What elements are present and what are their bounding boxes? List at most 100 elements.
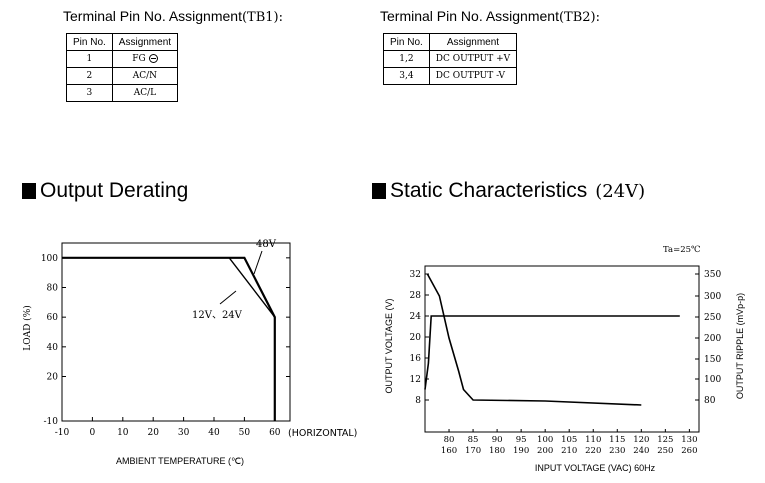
x-tick-label-top: 125	[657, 435, 673, 445]
y-left-tick-label: 24	[410, 312, 422, 322]
bullet-square-icon	[22, 183, 36, 199]
y-tick-label: 60	[47, 313, 59, 323]
tb1-title-code: (TB1):	[241, 10, 283, 25]
tb1-title: Terminal Pin No. Assignment(TB1):	[63, 8, 283, 25]
y-right-tick-label: 200	[704, 334, 721, 344]
table-row: 3,4 DC OUTPUT -V	[383, 67, 518, 85]
y-tick-label: -10	[44, 417, 59, 427]
x-tick-label: 60	[269, 428, 281, 438]
x-tick-label: 0	[90, 428, 96, 438]
x-tick-label-top: 80	[444, 435, 455, 445]
y-right-tick-label: 80	[704, 396, 716, 406]
ground-icon	[148, 54, 158, 63]
x-tick-label-top: 110	[585, 435, 601, 445]
column-header: Pin No.	[383, 33, 430, 51]
x-tick-label: 10	[117, 428, 129, 438]
series-line-12v-24v	[62, 257, 276, 318]
output-voltage-line	[424, 315, 680, 390]
y-left-tick-label: 28	[410, 291, 422, 301]
y-left-tick-label: 16	[410, 354, 422, 364]
x-axis-label: AMBIENT TEMPERATURE (℃)	[116, 456, 244, 466]
tb1-title-text: Terminal Pin No. Assignment	[63, 8, 242, 24]
x-tick-label-bottom: 230	[609, 446, 625, 456]
output-derating-title: Output Derating	[40, 179, 189, 202]
x-tick-label-bottom: 250	[657, 446, 673, 456]
y-tick-label: 80	[47, 284, 59, 294]
y-axis-label: LOAD (%)	[22, 305, 33, 351]
y-left-tick-label: 8	[415, 396, 421, 406]
y-right-tick-label: 300	[704, 292, 721, 302]
label-pointer-12v-24v	[219, 290, 237, 305]
x-tick-label-bottom: 160	[441, 446, 457, 456]
plot-frame	[61, 242, 291, 422]
x-tick-label: 40	[208, 428, 220, 438]
x-tick-label-top: 90	[492, 435, 503, 445]
x-tick-label-bottom: 260	[681, 446, 697, 456]
y-right-tick-label: 100	[704, 375, 721, 385]
table-header-row: Pin No. Assignment	[383, 33, 518, 51]
y-right-tick-label: 150	[704, 355, 721, 365]
table-row: 1 FG	[66, 50, 179, 68]
series-label-12v-24v: 12V、24V	[192, 310, 243, 321]
y-tick-label: 40	[47, 343, 59, 353]
output-ripple-line	[426, 273, 642, 406]
static-characteristics-subtitle: (24V)	[595, 180, 646, 202]
y-left-tick-label: 12	[410, 375, 421, 385]
ambient-annotation: Ta=25℃	[663, 245, 701, 255]
y-left-tick-label: 32	[410, 270, 421, 280]
pin-cell: 1	[66, 50, 113, 68]
table-row: 3 AC/L	[66, 84, 179, 102]
x-tick-label-top: 105	[561, 435, 577, 445]
tb2-table: Pin No. Assignment 1,2 DC OUTPUT +V 3,4 …	[383, 33, 518, 85]
static-characteristics-heading: Static Characteristics (24V)	[372, 179, 645, 203]
x-tick-label: -10	[55, 428, 70, 438]
x-tick-label-top: 95	[516, 435, 527, 445]
x-tick-label: 50	[239, 428, 251, 438]
x-tick-label: 20	[147, 428, 159, 438]
x-tick-label-bottom: 190	[513, 446, 529, 456]
x-tick-label: 30	[178, 428, 190, 438]
tb2-title-code: (TB2):	[558, 10, 600, 25]
assignment-cell: DC OUTPUT -V	[428, 67, 518, 85]
assignment-cell: FG	[111, 50, 179, 68]
assignment-cell: AC/N	[111, 67, 179, 85]
x-tick-label-top: 120	[633, 435, 649, 445]
x-tick-label-bottom: 240	[633, 446, 649, 456]
y-right-tick-label: 350	[704, 270, 721, 280]
pin-cell: 2	[66, 67, 113, 85]
assignment-cell: AC/L	[111, 84, 179, 102]
output-derating-heading: Output Derating	[22, 179, 188, 203]
y-right-tick-label: 250	[704, 313, 721, 323]
y-right-axis-label: OUTPUT RIPPLE (mVp-p)	[735, 293, 745, 399]
table-row: 1,2 DC OUTPUT +V	[383, 50, 518, 68]
column-header: Assignment	[428, 33, 518, 51]
output-derating-chart: -10 20 40 60 80 100 -10 0 10 20 30 40 50 60 LOAD (%)…	[22, 239, 357, 466]
tb1-table: Pin No. Assignment 1 FG 2 AC/N 3 AC/L	[66, 33, 179, 102]
y-left-tick-label: 20	[410, 333, 422, 343]
plot-frame	[424, 265, 700, 433]
pin-cell: 3	[66, 84, 113, 102]
y-left-axis-label: OUTPUT VOLTAGE (V)	[384, 298, 394, 393]
column-header: Pin No.	[66, 33, 113, 51]
table-row: 2 AC/N	[66, 67, 179, 85]
x-tick-label-top: 130	[681, 435, 697, 445]
x-tick-label-bottom: 170	[465, 446, 481, 456]
column-header: Assignment	[111, 33, 179, 51]
y-tick-label: 20	[47, 373, 59, 383]
series-label-48v: 48V	[256, 239, 277, 250]
tb2-title: Terminal Pin No. Assignment(TB2):	[380, 8, 600, 25]
x-tick-label-top: 100	[537, 435, 553, 445]
x-tick-label-bottom: 210	[561, 446, 577, 456]
y-tick-label: 100	[41, 254, 58, 264]
x-axis-label: INPUT VOLTAGE (VAC) 60Hz	[535, 463, 656, 473]
x-tick-label-bottom: 220	[585, 446, 601, 456]
tb2-title-text: Terminal Pin No. Assignment	[380, 8, 559, 24]
static-characteristics-chart: Ta=25℃ 8 12 16 20 24 28 32 80 100 150 200 250 300 35…	[384, 245, 745, 473]
x-tick-label-top: 115	[609, 435, 625, 445]
static-characteristics-title: Static Characteristics	[390, 179, 588, 202]
table-header-row: Pin No. Assignment	[66, 33, 179, 51]
x-axis-extra-label: (HORIZONTAL)	[288, 428, 357, 439]
assignment-text: FG	[132, 54, 146, 64]
x-tick-label-bottom: 200	[537, 446, 553, 456]
series-line-48v	[62, 256, 276, 421]
